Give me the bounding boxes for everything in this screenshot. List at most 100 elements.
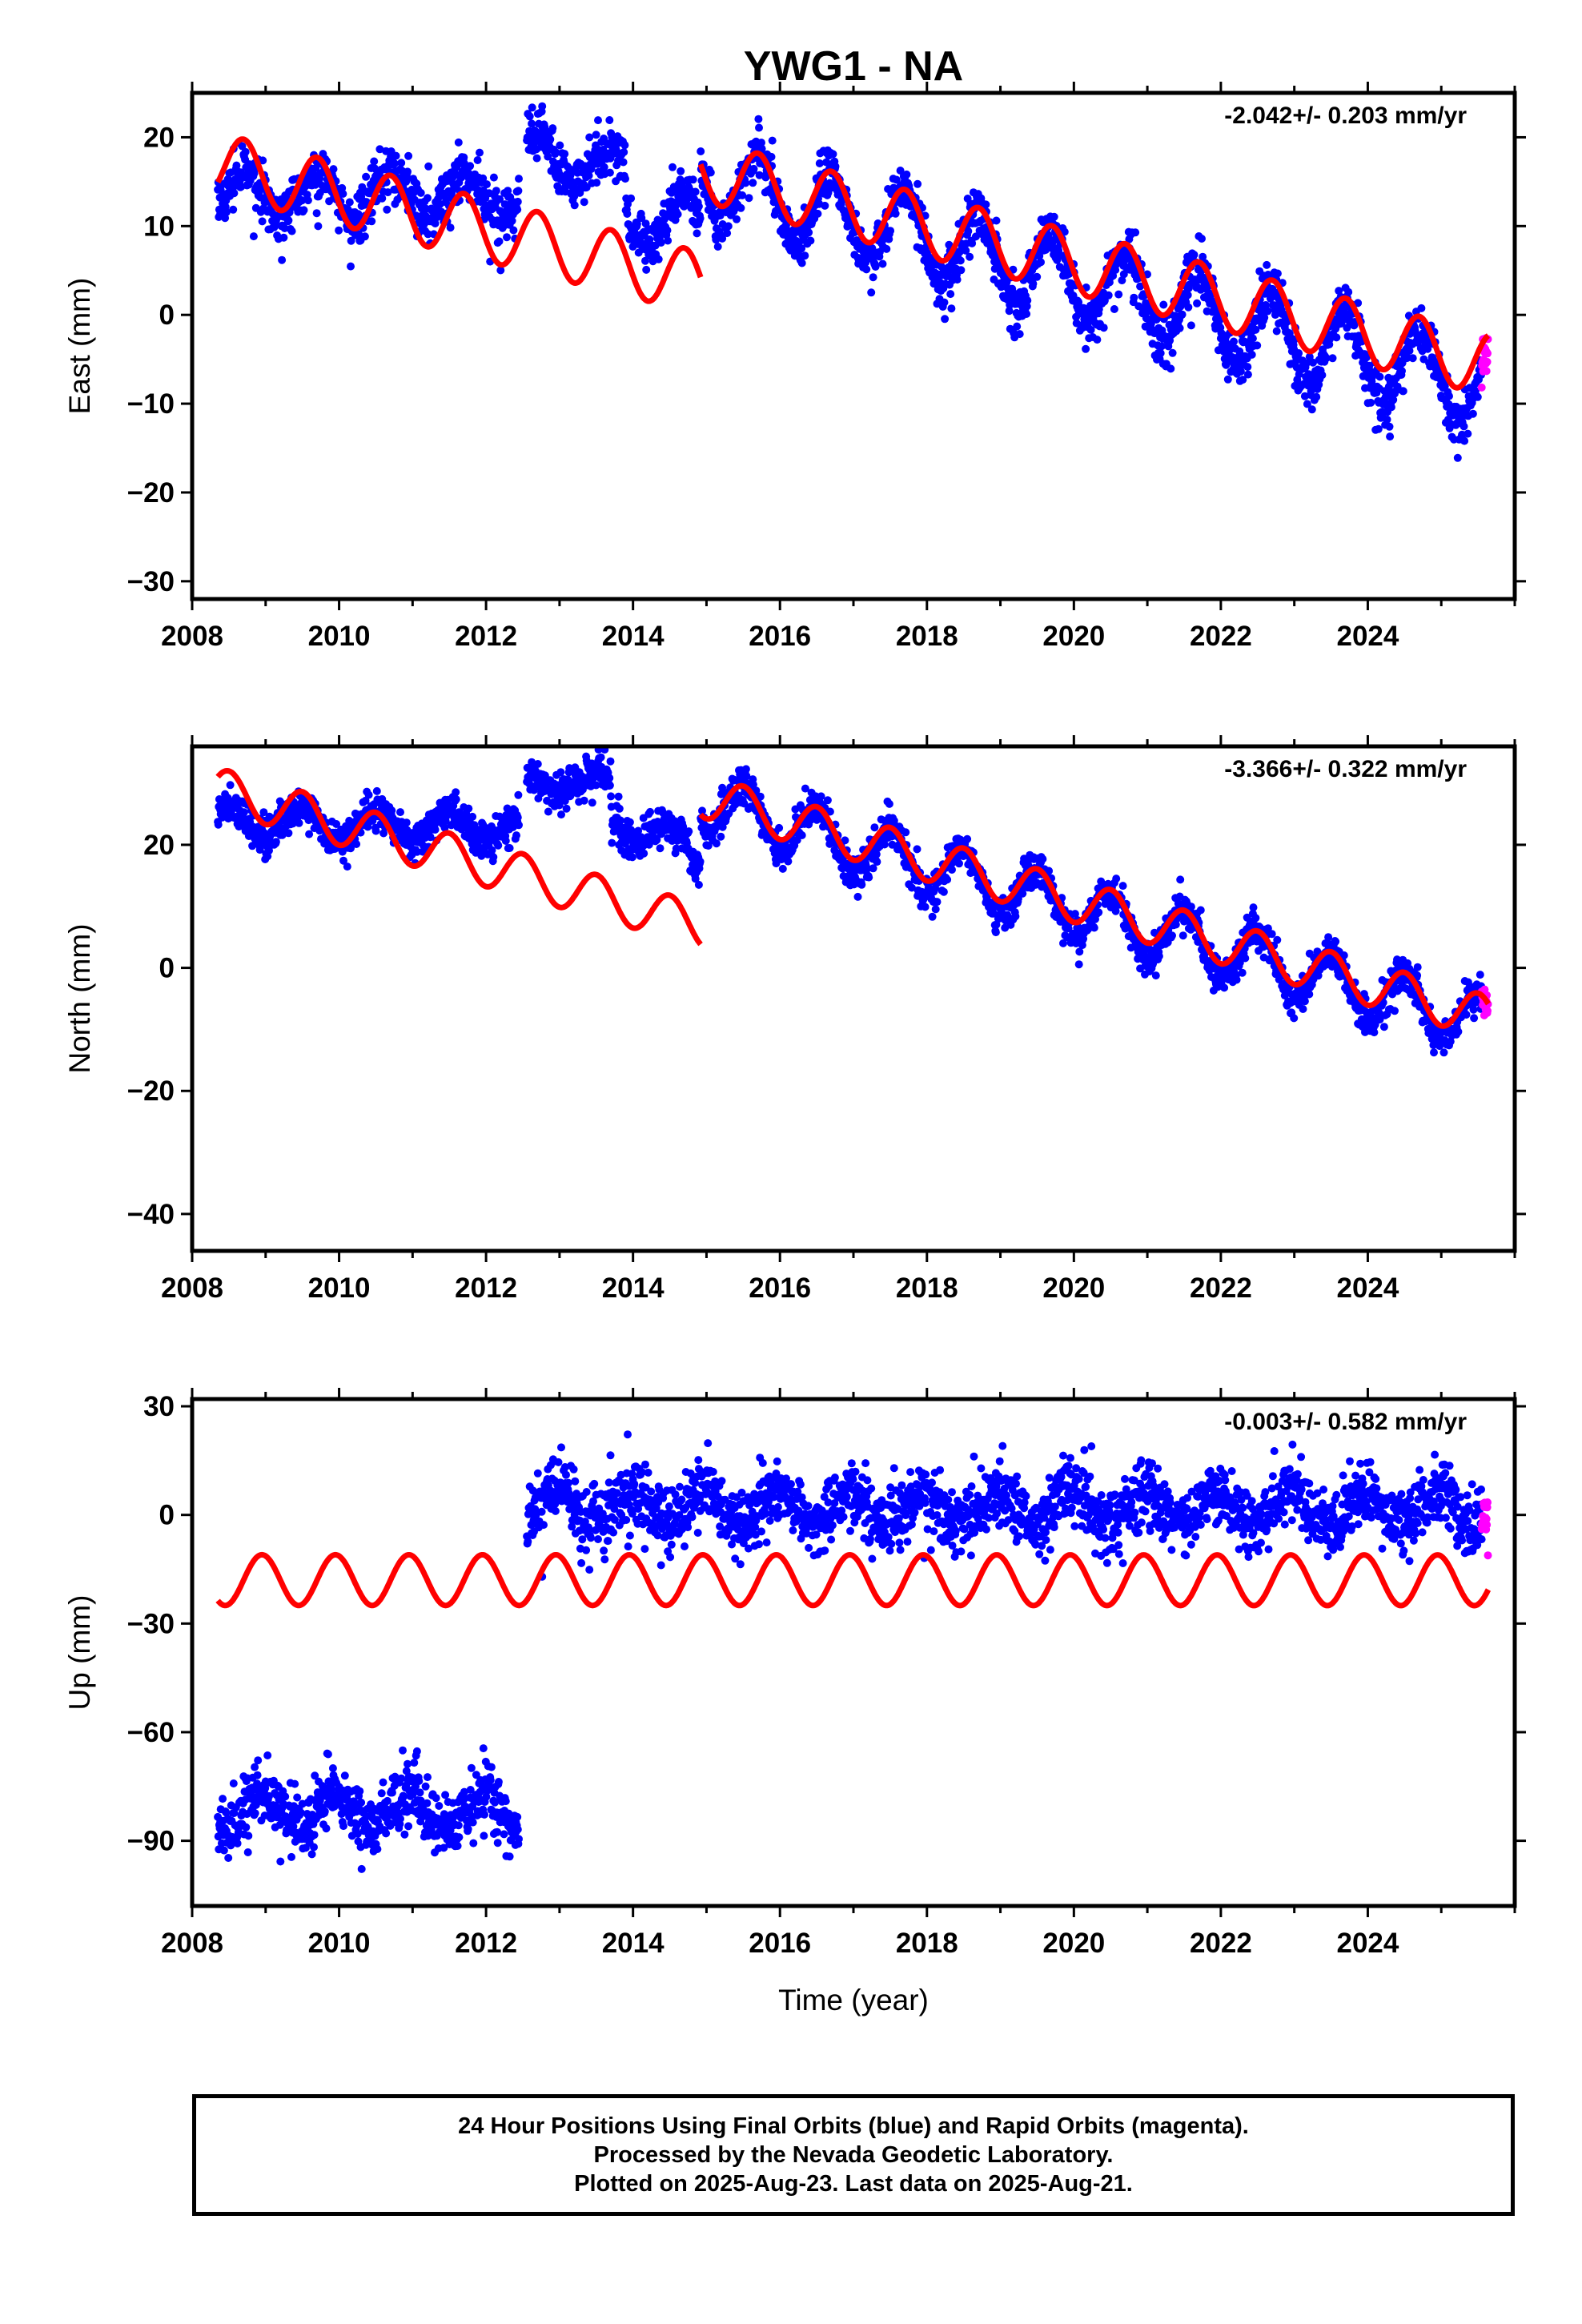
east-final-point — [473, 156, 482, 164]
east-final-point — [620, 148, 628, 156]
east-final-point — [656, 239, 665, 247]
east-final-point — [1015, 330, 1024, 339]
east-final-point — [641, 219, 650, 228]
north-final-point — [778, 864, 787, 873]
east-final-point — [431, 219, 440, 227]
east-final-point — [1178, 310, 1186, 319]
east-y-tick-label: −20 — [127, 477, 175, 509]
east-final-point — [1460, 422, 1468, 431]
east-final-point — [664, 236, 673, 245]
east-final-point — [222, 207, 231, 216]
east-y-tick-label: 0 — [159, 300, 175, 331]
east-final-point — [513, 197, 522, 206]
east-final-point — [706, 168, 715, 177]
east-x-tick-label: 2016 — [749, 621, 811, 652]
east-rapid-point — [1477, 383, 1486, 392]
east-final-point — [442, 195, 451, 204]
east-final-point — [391, 151, 400, 160]
east-final-point — [446, 223, 455, 232]
north-final-point — [775, 823, 784, 832]
east-final-point — [504, 187, 512, 195]
east-final-point — [946, 290, 955, 299]
east-final-point — [1263, 307, 1272, 316]
north-final-point — [226, 781, 235, 790]
east-final-point — [479, 174, 488, 183]
east-final-point — [891, 209, 900, 218]
east-final-point — [663, 226, 672, 235]
north-final-point — [628, 853, 636, 862]
east-final-point — [584, 171, 593, 180]
east-final-point — [287, 227, 296, 235]
east-final-point — [1383, 415, 1391, 424]
east-final-point — [1271, 311, 1279, 320]
north-final-point — [489, 853, 498, 862]
east-final-point — [1247, 350, 1256, 359]
east-final-point — [1037, 258, 1045, 267]
north-final-point — [533, 760, 542, 768]
east-y-tick-label: 20 — [143, 122, 175, 153]
east-final-point — [1468, 409, 1477, 418]
east-final-point — [424, 230, 432, 239]
north-final-point — [948, 866, 956, 874]
east-final-point — [1453, 453, 1462, 462]
north-final-point — [352, 840, 361, 848]
east-final-point — [580, 198, 588, 207]
east-final-point — [229, 205, 238, 214]
east-final-point — [1362, 353, 1371, 362]
east-final-point — [605, 168, 614, 177]
east-final-point — [525, 112, 534, 121]
east-final-point — [1417, 304, 1426, 312]
east-final-point — [1156, 349, 1165, 357]
east-final-point — [1236, 367, 1245, 376]
east-final-point — [1322, 354, 1331, 363]
east-final-point — [548, 124, 557, 133]
north-final-point — [468, 812, 477, 821]
north-final-point — [1118, 882, 1127, 891]
east-final-point — [1248, 334, 1257, 343]
east-final-point — [1367, 398, 1375, 407]
east-final-point — [1473, 392, 1482, 401]
east-final-point — [508, 216, 516, 225]
east-final-point — [424, 162, 433, 171]
north-final-point — [1220, 983, 1229, 992]
north-final-point — [823, 796, 832, 805]
north-final-point — [1176, 875, 1185, 884]
east-final-point — [404, 151, 413, 160]
north-final-point — [452, 788, 460, 797]
north-final-point — [271, 838, 280, 846]
north-final-point — [605, 774, 614, 782]
east-final-point — [311, 163, 320, 172]
east-final-point — [1035, 251, 1044, 260]
east-final-point — [383, 205, 391, 214]
east-final-point — [913, 179, 922, 188]
east-final-point — [1118, 276, 1126, 285]
east-final-point — [757, 144, 766, 153]
east-final-point — [560, 150, 569, 159]
north-final-point — [580, 796, 588, 805]
east-final-point — [1464, 429, 1472, 438]
east-rate-label: -2.042+/- 0.203 mm/yr — [1224, 103, 1467, 129]
north-final-point — [885, 799, 893, 808]
north-final-point — [1094, 908, 1103, 917]
east-final-point — [1303, 400, 1311, 408]
east-final-point — [278, 255, 287, 264]
east-final-point — [347, 262, 355, 271]
north-final-point — [1305, 990, 1314, 999]
north-final-point — [1038, 854, 1047, 863]
east-final-point — [362, 172, 371, 181]
east-final-point — [424, 194, 432, 203]
north-final-point — [372, 786, 381, 795]
east-final-point — [1086, 325, 1095, 334]
north-final-point — [1232, 975, 1241, 984]
north-final-point — [817, 792, 825, 801]
east-final-point — [312, 209, 321, 218]
east-final-point — [677, 180, 686, 189]
east-final-point — [1263, 260, 1271, 269]
east-final-point — [637, 214, 646, 223]
east-final-point — [314, 222, 323, 231]
east-final-point — [460, 153, 468, 162]
east-final-point — [1157, 342, 1166, 351]
north-final-point — [513, 813, 522, 822]
east-final-point — [886, 227, 895, 235]
east-final-point — [1183, 291, 1192, 300]
